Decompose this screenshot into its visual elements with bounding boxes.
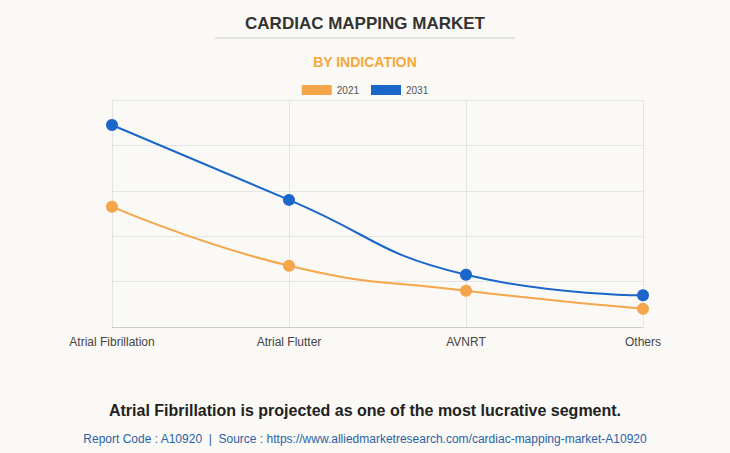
svg-text:Atrial Flutter: Atrial Flutter xyxy=(257,335,322,349)
svg-text:2021: 2021 xyxy=(337,85,360,96)
svg-text:Report Code : A10920 | Sourc: Report Code : A10920 | Source : https://… xyxy=(83,432,647,446)
svg-text:Atrial Fibrillation is project: Atrial Fibrillation is projected as one … xyxy=(109,402,621,419)
svg-text:BY INDICATION: BY INDICATION xyxy=(313,54,417,70)
svg-text:Others: Others xyxy=(625,335,661,349)
svg-text:Atrial Fibrillation: Atrial Fibrillation xyxy=(69,335,154,349)
svg-text:AVNRT: AVNRT xyxy=(446,335,486,349)
svg-text:CARDIAC MAPPING MARKET: CARDIAC MAPPING MARKET xyxy=(245,14,486,33)
svg-text:2031: 2031 xyxy=(406,85,429,96)
